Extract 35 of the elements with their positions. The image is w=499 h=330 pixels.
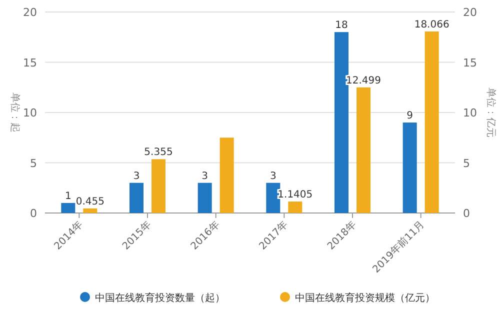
bar: [198, 182, 212, 213]
data-label: 3: [270, 170, 276, 182]
y2-tick-label: 20: [463, 6, 477, 19]
y2-tick-label: 5: [463, 156, 470, 170]
y-tick-label: 20: [23, 6, 37, 19]
data-label: 3: [202, 170, 208, 182]
y2-tick-label: 15: [463, 56, 477, 70]
y2-axis-title: 单位：亿元: [485, 88, 497, 138]
data-label: 0.455: [76, 196, 104, 208]
legend-label: 中国在线教育投资数量（起）: [95, 292, 225, 304]
bar: [356, 87, 370, 213]
y2-tick-label: 0: [463, 207, 470, 220]
y-tick-label: 0: [30, 207, 37, 220]
bar: [402, 122, 417, 213]
bar: [266, 182, 280, 213]
bar: [130, 182, 144, 213]
y-tick-label: 10: [23, 106, 37, 120]
data-label: 3: [133, 170, 140, 182]
bar: [83, 208, 98, 213]
y-tick-label: 15: [23, 56, 37, 70]
legend-label: 中国在线教育投资规模（亿元）: [295, 292, 435, 304]
bar: [334, 32, 348, 213]
y2-tick-label: 10: [463, 106, 477, 120]
bar: [61, 202, 76, 213]
data-label: 18.066: [414, 19, 450, 30]
data-label: 18: [335, 20, 348, 32]
y-tick-label: 5: [30, 156, 37, 170]
bar: [220, 138, 234, 213]
data-label: 9: [406, 110, 414, 122]
y-axis-title: 单位：起: [9, 92, 21, 132]
data-label: 1: [64, 190, 72, 202]
bar: [288, 202, 302, 213]
bar: [424, 31, 439, 213]
data-label: 5.355: [144, 147, 173, 158]
bar: [152, 159, 166, 213]
